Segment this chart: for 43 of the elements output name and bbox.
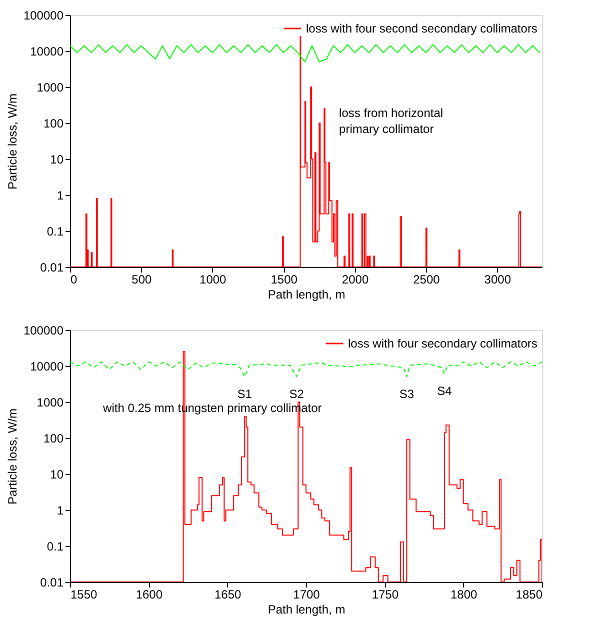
- x-tick-label: 2000: [342, 272, 369, 286]
- y-tick-label: 1: [56, 504, 64, 518]
- y-tick-label: 1: [56, 188, 64, 202]
- y-tick-label: 10000: [30, 360, 64, 374]
- y-tick-label: 10000: [30, 44, 64, 58]
- annotation: S1: [237, 386, 252, 401]
- line-series: [70, 44, 540, 62]
- legend-label: loss with four second secondary collimators: [306, 22, 538, 36]
- x-tick-label: 500: [132, 272, 152, 286]
- x-tick-label: 1550: [70, 588, 98, 602]
- y-tick-label: 100: [43, 432, 64, 446]
- x-tick-label: 0: [70, 272, 78, 286]
- x-tick-label: 1000: [200, 272, 227, 286]
- y-tick-label: 100000: [23, 8, 64, 22]
- x-tick-label: 1850: [516, 588, 543, 602]
- x-tick-label: 2500: [413, 272, 440, 286]
- annotation: loss from horizontal primary collimator: [339, 106, 444, 136]
- legend-label: loss with four secondary collimators: [348, 336, 538, 350]
- x-tick-label: 1650: [214, 588, 242, 602]
- y-tick-label: 0.01: [40, 260, 64, 274]
- line-series: [70, 361, 542, 378]
- annotation: S4: [437, 384, 452, 398]
- x-tick-label: 1600: [136, 588, 163, 602]
- y-tick-label: 1000: [36, 80, 64, 94]
- annotation: S2: [289, 386, 304, 401]
- x-axis-title: Path length, m: [268, 288, 346, 302]
- y-tick-label: 0.1: [46, 224, 64, 238]
- y-tick-label: 0.01: [40, 576, 64, 590]
- y-tick-label: 10: [50, 152, 64, 166]
- x-axis-title: Path length, m: [268, 602, 346, 616]
- y-tick-label: 100000: [23, 324, 64, 338]
- y-tick-label: 10: [50, 468, 64, 482]
- y-tick-label: 100: [43, 116, 64, 130]
- x-tick-label: 3000: [484, 272, 512, 286]
- y-tick-label: 1000: [36, 396, 64, 410]
- y-axis-title: Particle loss, W/m: [5, 93, 20, 190]
- y-tick-label: 0.1: [46, 540, 64, 554]
- x-tick-label: 1750: [372, 588, 399, 602]
- x-tick-label: 1800: [450, 588, 478, 602]
- x-tick-label: 1500: [270, 272, 298, 286]
- y-axis-title: Particle loss, W/m: [5, 408, 20, 505]
- x-tick-label: 1700: [293, 588, 320, 602]
- annotation: S3: [399, 386, 414, 401]
